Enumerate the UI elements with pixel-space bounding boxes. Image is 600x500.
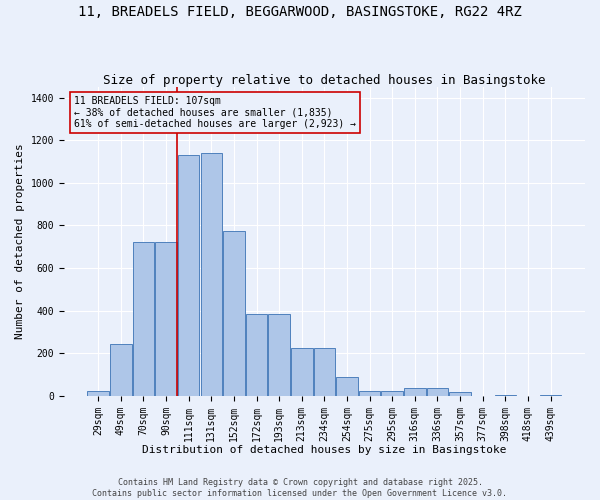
Bar [88, 390, 109, 396]
Bar [200, 153, 222, 396]
Bar [291, 348, 313, 396]
Bar [155, 242, 177, 396]
Bar [110, 344, 131, 396]
Title: Size of property relative to detached houses in Basingstoke: Size of property relative to detached ho… [103, 74, 545, 87]
Text: 11, BREADELS FIELD, BEGGARWOOD, BASINGSTOKE, RG22 4RZ: 11, BREADELS FIELD, BEGGARWOOD, BASINGST… [78, 5, 522, 19]
X-axis label: Distribution of detached houses by size in Basingstoke: Distribution of detached houses by size … [142, 445, 506, 455]
Bar [427, 388, 448, 396]
Bar [268, 314, 290, 396]
Bar [246, 314, 267, 396]
Text: Contains HM Land Registry data © Crown copyright and database right 2025.
Contai: Contains HM Land Registry data © Crown c… [92, 478, 508, 498]
Bar [382, 390, 403, 396]
Y-axis label: Number of detached properties: Number of detached properties [15, 144, 25, 340]
Bar [336, 376, 358, 396]
Bar [133, 242, 154, 396]
Bar [223, 231, 245, 396]
Bar [404, 388, 425, 396]
Bar [178, 155, 199, 396]
Bar [314, 348, 335, 396]
Bar [449, 392, 471, 396]
Bar [540, 395, 562, 396]
Text: 11 BREADELS FIELD: 107sqm
← 38% of detached houses are smaller (1,835)
61% of se: 11 BREADELS FIELD: 107sqm ← 38% of detac… [74, 96, 356, 130]
Bar [359, 390, 380, 396]
Bar [494, 395, 516, 396]
